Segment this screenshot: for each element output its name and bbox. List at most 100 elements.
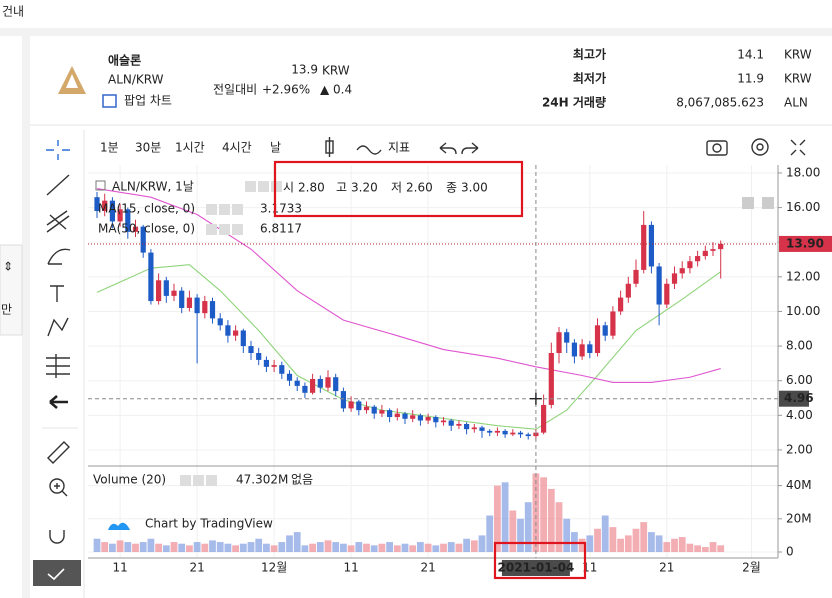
- main-panel: [30, 36, 832, 598]
- toolbar: 1분 30분 1시간 4시간 날 지표: [100, 141, 410, 155]
- volume-bar: [540, 477, 548, 552]
- settings-icon[interactable]: [751, 138, 769, 156]
- stat-unit: KRW: [784, 72, 812, 86]
- ruler-tool[interactable]: [47, 441, 70, 464]
- candle-body: [286, 373, 293, 381]
- candle-body: [132, 226, 139, 232]
- legend-button[interactable]: [245, 181, 256, 192]
- camera-icon[interactable]: [706, 140, 728, 156]
- legend-button[interactable]: [219, 224, 230, 235]
- candle-body: [140, 226, 146, 253]
- candle-body: [587, 344, 593, 353]
- candle-body: [225, 325, 231, 336]
- volume-bar: [509, 510, 517, 552]
- interval-button[interactable]: 30분: [135, 141, 161, 155]
- stats: 최고가 14.1 KRW 최저가 11.9 KRW 24H 거래량 8,067,085.623…: [542, 47, 812, 110]
- ohlc-name: 시: [283, 181, 294, 195]
- legend-button[interactable]: [206, 475, 217, 486]
- legend-button[interactable]: [206, 224, 217, 235]
- back-tool[interactable]: [49, 395, 68, 409]
- volume-bar: [147, 538, 155, 552]
- text-tool[interactable]: [50, 285, 64, 302]
- volume-bar: [139, 542, 147, 552]
- candle-body: [541, 404, 547, 433]
- volume-bar: [324, 540, 332, 552]
- legend-button[interactable]: [271, 181, 282, 192]
- candle-body: [641, 224, 647, 270]
- y-tick-label: 6.00: [786, 373, 813, 387]
- undo-icon[interactable]: [439, 142, 457, 155]
- candle-body: [433, 417, 439, 423]
- x-tick-label: 12월: [261, 561, 287, 575]
- volume-bar: [201, 543, 209, 552]
- candle-body: [394, 413, 400, 418]
- legend-button[interactable]: [206, 204, 217, 215]
- interval-button[interactable]: 1분: [100, 141, 119, 155]
- volume-bar: [632, 528, 640, 552]
- candle-body: [333, 377, 339, 392]
- crosshair-tool[interactable]: [46, 140, 70, 160]
- candle-body: [109, 200, 116, 222]
- popup-icon[interactable]: [102, 94, 117, 108]
- volume-bar: [193, 542, 201, 552]
- lock-tool[interactable]: [33, 560, 81, 586]
- volume-bar: [270, 545, 278, 552]
- y-tick-label: 16.00: [786, 200, 820, 214]
- volume-bar: [101, 542, 109, 552]
- candle-body: [695, 256, 701, 262]
- indicator-icon[interactable]: [356, 145, 382, 155]
- pattern-tool[interactable]: [47, 317, 69, 337]
- candle-body: [664, 283, 670, 305]
- volume-bar: [232, 545, 240, 552]
- legend-button[interactable]: [219, 204, 230, 215]
- side-tab[interactable]: [0, 244, 23, 336]
- legend-button[interactable]: [193, 475, 204, 486]
- stat-unit: KRW: [784, 48, 812, 62]
- candle-body: [440, 420, 447, 423]
- volume-bar: [555, 502, 563, 552]
- volume-bar: [170, 542, 178, 552]
- volume-bar: [594, 528, 601, 552]
- last-price-badge: [779, 235, 832, 252]
- legend-button[interactable]: [180, 475, 191, 486]
- volume-bar: [293, 532, 301, 552]
- candle-body: [186, 297, 193, 308]
- brush-tool[interactable]: [47, 248, 71, 265]
- candle-body: [602, 325, 608, 336]
- candle-body: [325, 377, 331, 388]
- fib-tool[interactable]: [46, 210, 70, 233]
- volume-bar: [186, 545, 193, 552]
- volume-bar: [563, 518, 571, 552]
- candle-body: [317, 378, 323, 388]
- volume-bar: [624, 535, 632, 552]
- volume-bar: [263, 543, 270, 552]
- interval-button[interactable]: 날: [270, 141, 281, 155]
- interval-button[interactable]: 1시간: [175, 141, 205, 155]
- pane-button[interactable]: [762, 197, 774, 209]
- y-tick-label: 10.00: [786, 304, 820, 318]
- popup-link[interactable]: 팝업 차트: [124, 94, 172, 108]
- magnet-tool[interactable]: [49, 530, 65, 544]
- volume-bar: [132, 543, 139, 552]
- y-tick-label: 4.00: [786, 408, 813, 422]
- volume-bar: [393, 545, 401, 552]
- prediction-tool[interactable]: [46, 354, 70, 378]
- volume-bar: [178, 543, 186, 552]
- redo-icon[interactable]: [461, 142, 479, 155]
- candle-body: [256, 352, 262, 360]
- indicator-button[interactable]: 지표: [388, 141, 410, 155]
- fullscreen-icon[interactable]: [790, 139, 806, 156]
- legend-button[interactable]: [232, 224, 243, 235]
- legend-button[interactable]: [232, 204, 243, 215]
- candle-body: [402, 413, 408, 419]
- zoom-tool[interactable]: [49, 478, 65, 494]
- interval-button[interactable]: 4시간: [222, 141, 252, 155]
- trendline-tool[interactable]: [46, 174, 70, 196]
- pane-button[interactable]: [742, 197, 754, 209]
- legend-button[interactable]: [258, 181, 269, 192]
- volume-bar: [209, 540, 216, 552]
- candle-body: [464, 423, 470, 430]
- stat-value: 14.1: [737, 48, 764, 62]
- y-tick-label: 18.00: [786, 165, 820, 179]
